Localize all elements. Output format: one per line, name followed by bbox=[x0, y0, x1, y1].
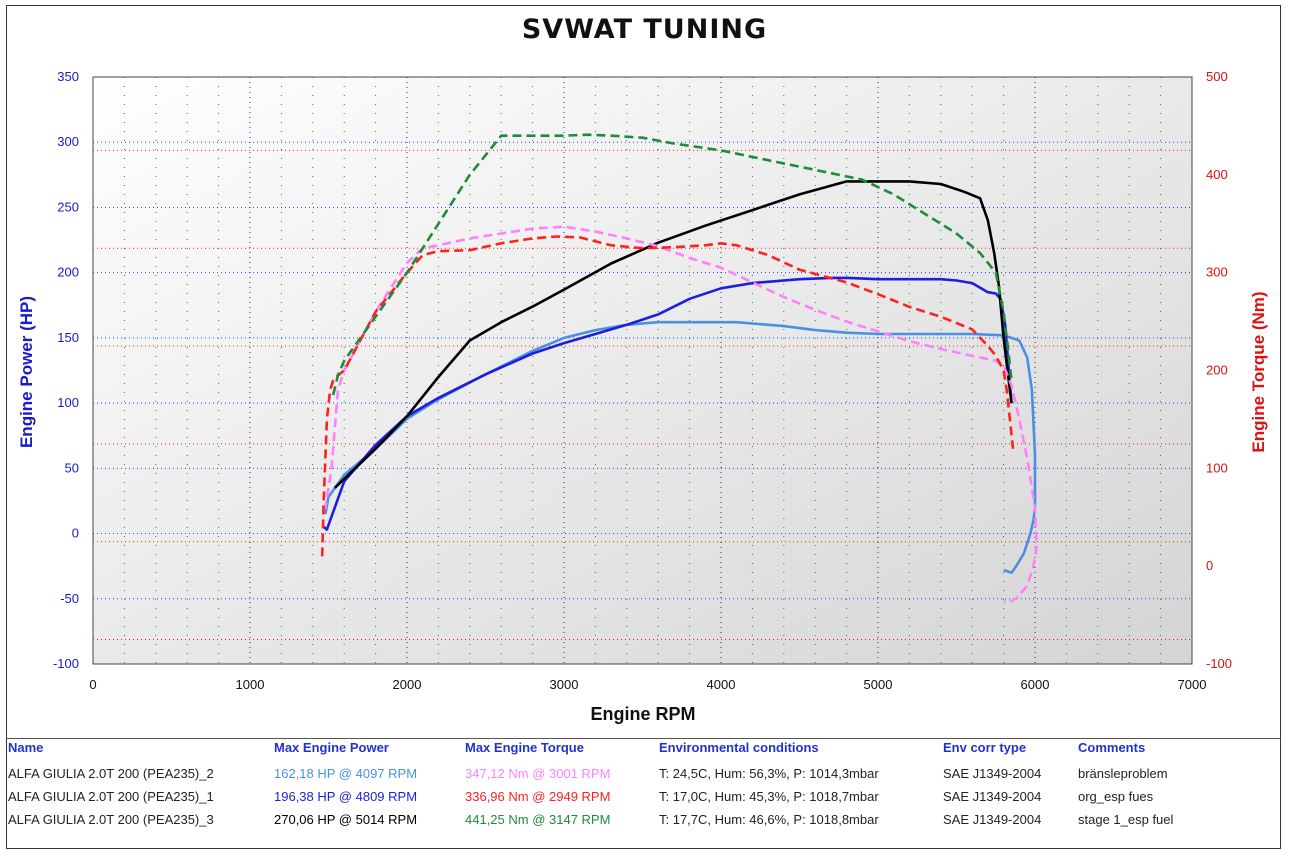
legend-cell-corr: SAE J1349-2004 bbox=[943, 766, 1042, 781]
legend-cell-comments: stage 1_esp fuel bbox=[1078, 812, 1174, 827]
y-left-tick-label: 250 bbox=[57, 199, 79, 214]
chart-svg: 0 1000 2000 3000 4000 5000 6000 700035030025020… bbox=[17, 69, 1268, 724]
y-left-tick-label: 350 bbox=[57, 69, 79, 84]
tick-labels: 0 1000 2000 3000 4000 5000 6000 700035030025020… bbox=[53, 69, 1232, 692]
series-group bbox=[320, 133, 1038, 604]
y-right-tick-label: 300 bbox=[1206, 265, 1228, 280]
y-right-tick-label: 400 bbox=[1206, 167, 1228, 182]
y-right-tick-label: 500 bbox=[1206, 69, 1228, 84]
x-tick-label: 5000 bbox=[864, 677, 893, 692]
y-left-tick-label: 50 bbox=[65, 460, 79, 475]
legend-cell-power: 270,06 HP @ 5014 RPM bbox=[274, 812, 418, 827]
x-tick-label: 6000 bbox=[1021, 677, 1050, 692]
legend-cell-env: T: 17,7C, Hum: 46,6%, P: 1018,8mbar bbox=[659, 812, 879, 827]
y-left-tick-label: 0 bbox=[72, 526, 79, 541]
y-right-tick-label: -100 bbox=[1206, 656, 1232, 671]
legend-cell-name: ALFA GIULIA 2.0T 200 (PEA235)_2 bbox=[8, 766, 214, 781]
legend-cell-env: T: 17,0C, Hum: 45,3%, P: 1018,7mbar bbox=[659, 789, 879, 804]
x-tick-label: 7000 bbox=[1178, 677, 1207, 692]
y-left-tick-label: -100 bbox=[53, 656, 79, 671]
legend-cell-name: ALFA GIULIA 2.0T 200 (PEA235)_3 bbox=[8, 812, 214, 827]
y-right-tick-label: 100 bbox=[1206, 460, 1228, 475]
plot-area bbox=[92, 76, 1193, 665]
legend-cell-torque: 347,12 Nm @ 3001 RPM bbox=[465, 766, 611, 781]
y-axis-left-label: Engine Power (HP) bbox=[17, 296, 36, 448]
header-env: Environmental conditions bbox=[659, 740, 819, 755]
y-left-tick-label: 150 bbox=[57, 330, 79, 345]
header-name: Name bbox=[8, 740, 44, 755]
header-torque: Max Engine Torque bbox=[465, 740, 584, 755]
x-axis-label: Engine RPM bbox=[590, 704, 695, 724]
series-line-5 bbox=[320, 235, 1015, 557]
legend-cell-comments: bränsleproblem bbox=[1078, 766, 1168, 781]
y-right-tick-label: 200 bbox=[1206, 363, 1228, 378]
legend-row: ALFA GIULIA 2.0T 200 (PEA235)_2 162,18 HP… bbox=[6, 766, 1281, 788]
x-tick-label: 0 bbox=[89, 677, 96, 692]
legend-cell-torque: 336,96 Nm @ 2949 RPM bbox=[465, 789, 611, 804]
legend-cell-torque: 441,25 Nm @ 3147 RPM bbox=[465, 812, 611, 827]
header-corr: Env corr type bbox=[943, 740, 1027, 755]
series-line-4 bbox=[322, 225, 1038, 604]
legend-table: Name Max Engine Power Max Engine Torque … bbox=[6, 738, 1281, 827]
legend-header-row: Name Max Engine Power Max Engine Torque … bbox=[6, 740, 1281, 762]
header-power: Max Engine Power bbox=[274, 740, 389, 755]
y-left-tick-label: 200 bbox=[57, 265, 79, 280]
legend-row: ALFA GIULIA 2.0T 200 (PEA235)_1 196,38 HP… bbox=[6, 789, 1281, 811]
legend-cell-corr: SAE J1349-2004 bbox=[943, 789, 1042, 804]
series-line-3 bbox=[333, 180, 1013, 489]
chart-title: SVWAT TUNING bbox=[521, 14, 768, 45]
legend-cell-corr: SAE J1349-2004 bbox=[943, 812, 1042, 827]
y-right-tick-label: 0 bbox=[1206, 558, 1213, 573]
series-line-6 bbox=[331, 133, 1013, 396]
header-comments: Comments bbox=[1078, 740, 1146, 755]
legend-cell-power: 162,18 HP @ 4097 RPM bbox=[274, 766, 418, 781]
y-left-tick-label: -50 bbox=[60, 591, 79, 606]
x-tick-label: 4000 bbox=[707, 677, 736, 692]
x-tick-label: 3000 bbox=[550, 677, 579, 692]
legend-cell-env: T: 24,5C, Hum: 56,3%, P: 1014,3mbar bbox=[659, 766, 879, 781]
legend-cell-name: ALFA GIULIA 2.0T 200 (PEA235)_1 bbox=[8, 789, 214, 804]
x-tick-label: 1000 bbox=[236, 677, 265, 692]
legend-cell-comments: org_esp fues bbox=[1078, 789, 1154, 804]
legend-cell-power: 196,38 HP @ 4809 RPM bbox=[274, 789, 418, 804]
y-left-tick-label: 100 bbox=[57, 395, 79, 410]
x-tick-label: 2000 bbox=[393, 677, 422, 692]
legend-row: ALFA GIULIA 2.0T 200 (PEA235)_3 270,06 HP… bbox=[6, 812, 1281, 834]
y-left-tick-label: 300 bbox=[57, 134, 79, 149]
y-axis-right-label: Engine Torque (Nm) bbox=[1249, 291, 1268, 452]
